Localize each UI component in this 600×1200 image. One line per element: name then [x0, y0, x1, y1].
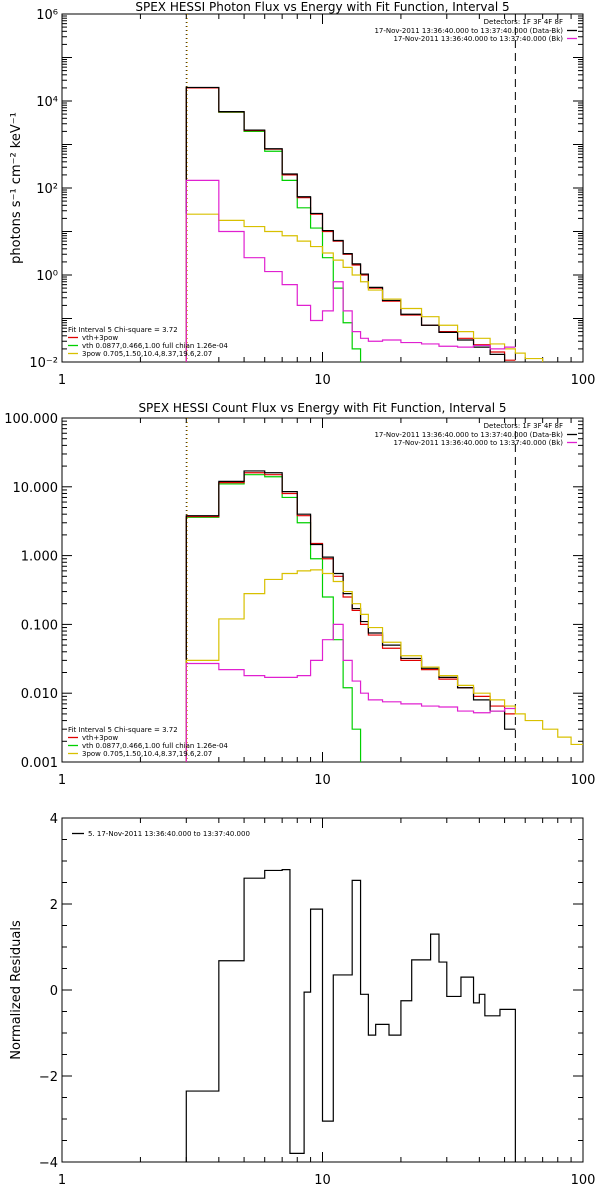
- x-tick-label: 100: [571, 1173, 596, 1188]
- y-axis-label: photons s⁻¹ cm⁻² keV⁻¹: [9, 112, 24, 264]
- chart-title: SPEX HESSI Count Flux vs Energy with Fit…: [138, 401, 506, 415]
- legend-entry-label: vth+3pow: [82, 334, 118, 342]
- legend-entry-label: 3pow 0.705,1.50,10.4,8.37,19.6,2.07: [82, 350, 212, 358]
- legend-entry-label: 17-Nov-2011 13:36:40.000 to 13:37:40.000…: [393, 439, 563, 447]
- legend-entry-label: 17-Nov-2011 13:36:40.000 to 13:37:40.000…: [374, 431, 563, 439]
- x-tick-label: 1: [58, 373, 66, 388]
- x-tick-label: 10: [314, 1173, 331, 1188]
- y-tick-label: 1.000: [21, 550, 58, 565]
- x-tick-label: 10: [314, 773, 331, 788]
- series-line-5: [185, 179, 516, 362]
- legend-header: Fit Interval 5 Chi-square = 3.72: [68, 726, 178, 734]
- legend-entry-label: 3pow 0.705,1.50,10.4,8.37,19.6,2.07: [82, 750, 212, 758]
- y-tick-label: 0.001: [21, 756, 58, 771]
- y-tick-label: 10⁻²: [29, 356, 58, 371]
- y-tick-label: 10⁰: [36, 269, 58, 284]
- y-tick-label: 0: [50, 984, 58, 999]
- series-line-3: [185, 470, 516, 762]
- legend-header: Fit Interval 5 Chi-square = 3.72: [68, 326, 178, 334]
- legend-entry-label: 17-Nov-2011 13:36:40.000 to 13:37:40.000…: [393, 35, 563, 43]
- legend-header: Detectors: 1F 3F 4F 8F: [484, 18, 563, 26]
- series-line-2: [185, 472, 516, 762]
- y-tick-label: 0.100: [21, 618, 58, 633]
- series-line-4: [185, 569, 583, 762]
- y-tick-label: 10²: [36, 182, 58, 197]
- series-line-5: [185, 623, 516, 762]
- x-tick-label: 1: [58, 1173, 66, 1188]
- series-line-2: [185, 87, 516, 362]
- series-line-1: [185, 87, 362, 362]
- chart-panel-2: SPEX HESSI Count Flux vs Energy with Fit…: [4, 401, 595, 788]
- series-line-1: [185, 474, 362, 762]
- y-tick-label: 0.010: [21, 687, 58, 702]
- legend-header: Detectors: 1F 3F 4F 8F: [484, 422, 563, 430]
- y-tick-label: 100.000: [4, 412, 58, 427]
- chart-panel-3: Normalized Residuals 1 10 100 −4 −2 0 2 4 5. 17-N…: [9, 812, 595, 1188]
- y-tick-label: 10⁴: [36, 95, 58, 110]
- legend-entry-label: vth 0.0877,0.466,1.00 full chian 1.26e-0…: [82, 742, 228, 750]
- x-tick-label: 100: [571, 373, 596, 388]
- legend-entry-label: 5. 17-Nov-2011 13:36:40.000 to 13:37:40.…: [88, 830, 250, 838]
- chart-panel-1: SPEX HESSI Photon Flux vs Energy with Fi…: [9, 0, 595, 388]
- plot-frame: [61, 13, 584, 363]
- y-tick-label: 2: [50, 898, 58, 913]
- chart-title: SPEX HESSI Photon Flux vs Energy with Fi…: [135, 0, 509, 14]
- y-axis-label: Normalized Residuals: [9, 920, 24, 1060]
- y-tick-label: 10⁶: [36, 8, 58, 23]
- series-line-1: [185, 869, 516, 1162]
- y-tick-label: 4: [50, 812, 58, 827]
- y-tick-label: −4: [39, 1156, 58, 1171]
- legend-entry-label: vth 0.0877,0.466,1.00 full chian 1.26e-0…: [82, 342, 228, 350]
- series-line-4: [185, 213, 544, 362]
- y-tick-label: −2: [39, 1070, 58, 1085]
- legend-entry-label: 17-Nov-2011 13:36:40.000 to 13:37:40.000…: [374, 27, 563, 35]
- x-tick-label: 1: [58, 773, 66, 788]
- legend-entry-label: vth+3pow: [82, 734, 118, 742]
- x-tick-label: 10: [314, 373, 331, 388]
- series-line-3: [185, 86, 506, 362]
- x-tick-label: 100: [571, 773, 596, 788]
- y-tick-label: 10.000: [13, 481, 59, 496]
